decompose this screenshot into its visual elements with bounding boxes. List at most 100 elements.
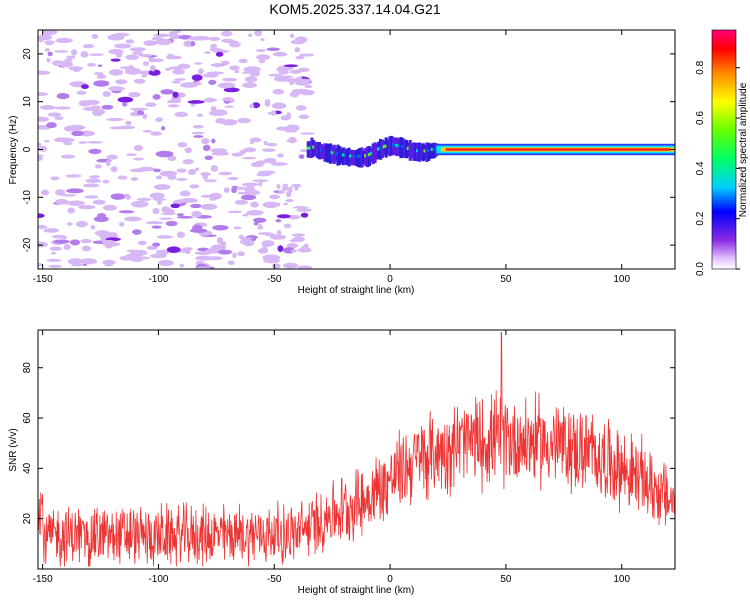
noise-blob — [89, 175, 101, 179]
noise-blob — [285, 199, 294, 203]
signal-cell — [373, 142, 377, 164]
spectrogram-x-tick-label: 0 — [387, 274, 393, 285]
noise-blob — [46, 57, 51, 63]
noise-blob — [38, 142, 42, 147]
noise-blob — [149, 192, 165, 199]
spectrogram-ylabel: Frequency (Hz) — [8, 116, 19, 185]
colorbar-tick-label: 0.6 — [695, 111, 706, 125]
noise-blob — [150, 64, 156, 72]
noise-blob — [194, 167, 200, 172]
signal-cell — [328, 143, 333, 164]
noise-blob — [129, 168, 147, 173]
noise-blob — [201, 138, 210, 145]
snr-x-tick-label: -100 — [148, 574, 168, 585]
noise-blob — [66, 188, 84, 194]
signal-cell — [330, 151, 334, 155]
noise-blob — [80, 51, 89, 58]
noise-blob — [268, 73, 283, 77]
noise-blob — [133, 256, 151, 260]
snr-y-tick-label: 60 — [22, 412, 33, 424]
noise-blob — [290, 249, 298, 253]
signal-cell — [325, 143, 329, 163]
noise-blob — [132, 51, 144, 55]
noise-blob — [110, 193, 126, 200]
noise-blob — [227, 210, 243, 214]
noise-blob — [62, 194, 77, 197]
noise-blob — [159, 170, 178, 177]
noise-blob — [249, 137, 262, 143]
noise-blob — [57, 60, 74, 68]
noise-blob — [187, 100, 205, 104]
noise-blob — [39, 105, 56, 110]
noise-blob — [277, 245, 284, 252]
noise-blob — [56, 93, 70, 100]
noise-blob — [67, 124, 86, 131]
signal-cell — [317, 142, 322, 160]
noise-blob — [304, 84, 313, 89]
spectrogram-image — [38, 30, 675, 269]
signal-cell — [340, 148, 344, 164]
noise-blob — [160, 89, 174, 95]
colorbar: 0.0 0.2 0.4 0.6 0.8 Normalized spectral ampl… — [695, 29, 749, 276]
noise-blob — [194, 62, 203, 65]
noise-blob — [125, 39, 135, 44]
noise-blob — [64, 58, 73, 62]
noise-blob — [300, 212, 309, 218]
noise-blob — [137, 240, 147, 246]
noise-blob — [152, 242, 161, 247]
signal-cell — [384, 144, 388, 148]
noise-blob — [38, 241, 49, 248]
noise-blob — [132, 229, 142, 235]
noise-blob — [227, 176, 239, 181]
noise-blob — [300, 89, 315, 96]
signal-cell — [377, 147, 380, 151]
noise-blob — [80, 239, 92, 244]
noise-blob — [106, 117, 124, 122]
noise-blob — [67, 200, 85, 206]
noise-blob — [266, 142, 278, 147]
noise-blob — [69, 239, 81, 246]
signal-cell — [419, 144, 423, 161]
noise-blob — [48, 264, 63, 268]
noise-blob — [194, 266, 211, 269]
noise-blob — [71, 130, 84, 137]
signal-cell — [434, 147, 438, 151]
noise-blob — [90, 225, 96, 230]
signal-cell — [334, 147, 338, 162]
noise-blob — [46, 258, 62, 262]
signal-cell — [354, 149, 359, 167]
noise-blob — [176, 213, 185, 217]
noise-blob — [148, 56, 154, 63]
colorbar-tick-label: 0.8 — [695, 60, 706, 74]
noise-blob — [228, 42, 241, 48]
noise-blob — [200, 194, 214, 198]
signal-cell — [380, 139, 385, 158]
signal-cell — [375, 143, 379, 160]
noise-blob — [289, 239, 301, 243]
noise-blob — [153, 168, 161, 173]
noise-blob — [38, 70, 51, 75]
signal-band-core — [445, 148, 671, 151]
noise-blob — [184, 147, 192, 154]
noise-blob — [45, 31, 51, 35]
noise-blob — [128, 91, 141, 98]
noise-blob — [210, 148, 228, 153]
colorbar-tick-label: 0.2 — [695, 211, 706, 225]
signal-cell — [416, 149, 419, 153]
signal-cell — [353, 154, 356, 158]
noise-blob — [142, 61, 150, 67]
snr-y-tick-label: 20 — [22, 513, 33, 525]
noise-blob — [192, 124, 204, 129]
noise-blob — [63, 244, 71, 251]
signal-cell — [425, 142, 429, 162]
noise-blob — [115, 79, 128, 85]
signal-cell — [341, 153, 345, 157]
snr-axes: -150 -100 -50 0 50 100 20 40 60 80 — [22, 330, 675, 585]
noise-blob — [155, 150, 174, 158]
noise-blob — [272, 88, 285, 95]
noise-blob — [153, 33, 170, 38]
signal-cell — [360, 147, 364, 168]
noise-blob — [92, 109, 104, 117]
signal-cell — [391, 143, 395, 147]
